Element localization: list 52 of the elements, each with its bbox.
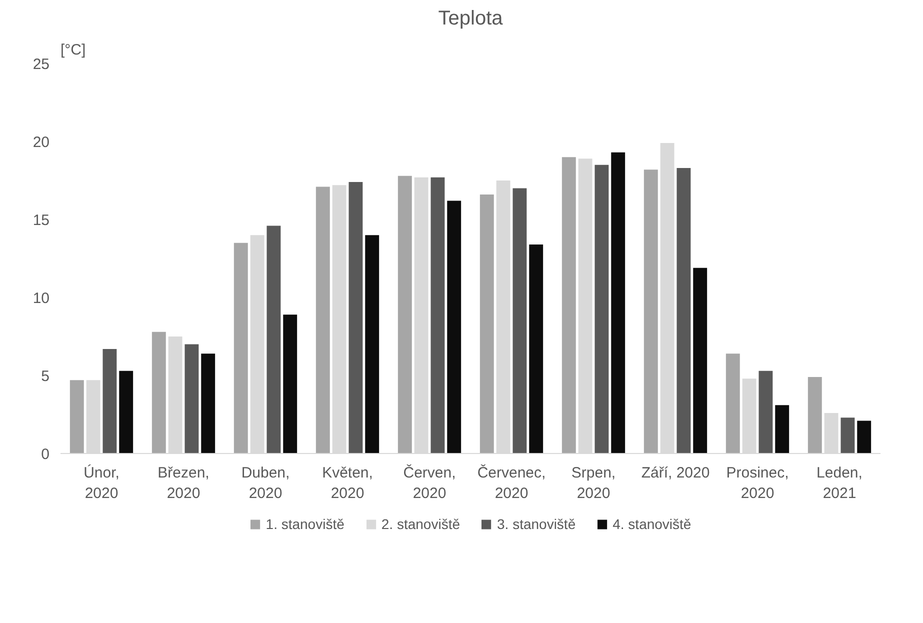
y-tick-label: 0: [41, 446, 50, 463]
legend-label: 1. stanoviště: [266, 516, 344, 532]
bar: [201, 354, 216, 454]
bar: [119, 370, 134, 454]
x-tick-label: Červenec, 2020: [477, 464, 546, 502]
bar: [430, 177, 445, 454]
bar: [512, 188, 527, 454]
bar: [840, 418, 855, 454]
x-tick-label: Květen, 2020: [322, 464, 373, 502]
y-tick-label: 5: [41, 368, 50, 385]
bar: [398, 176, 412, 454]
bar: [266, 226, 281, 454]
bar: [102, 348, 117, 454]
x-tick-label: Leden, 2021: [816, 464, 862, 502]
bar: [480, 194, 494, 454]
bar: [70, 380, 84, 454]
bar: [611, 152, 626, 454]
x-tick-label: Duben, 2020: [241, 464, 290, 502]
legend-label: 3. stanoviště: [497, 516, 576, 532]
x-tick-label: Prosinec, 2020: [726, 464, 789, 502]
x-tick-label: Srpen, 2020: [571, 464, 616, 502]
bar: [676, 168, 691, 454]
bar: [758, 370, 773, 454]
bar: [152, 332, 166, 454]
chart-title: Teplota: [438, 8, 504, 30]
bar: [283, 314, 298, 454]
x-tick-label: Září, 2020: [641, 464, 710, 482]
legend-label: 2. stanoviště: [381, 516, 460, 532]
bar: [234, 242, 248, 454]
bar: [348, 182, 363, 454]
bar: [184, 344, 199, 454]
bar: [562, 157, 576, 454]
bar: [594, 164, 609, 454]
bar: [857, 420, 872, 454]
bar: [447, 200, 462, 454]
bar: [365, 235, 380, 454]
bar: [808, 377, 822, 454]
bar: [529, 244, 544, 454]
bar: [726, 354, 740, 454]
legend-label: 4. stanoviště: [612, 516, 692, 532]
y-tick-label: 20: [32, 134, 50, 151]
bar: [693, 268, 708, 454]
y-tick-label: 10: [32, 290, 50, 307]
bar: [316, 186, 330, 454]
x-tick-label: Únor, 2020: [84, 464, 120, 502]
bar: [644, 170, 658, 454]
bar: [775, 405, 790, 454]
x-tick-label: Červen, 2020: [403, 464, 456, 502]
y-axis-title: [°C]: [60, 42, 86, 58]
x-tick-label: Březen, 2020: [158, 464, 210, 502]
y-tick-label: 15: [32, 212, 50, 229]
y-tick-label: 25: [32, 56, 50, 73]
